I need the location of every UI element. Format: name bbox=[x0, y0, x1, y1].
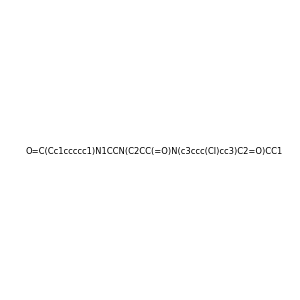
Text: O=C(Cc1ccccc1)N1CCN(C2CC(=O)N(c3ccc(Cl)cc3)C2=O)CC1: O=C(Cc1ccccc1)N1CCN(C2CC(=O)N(c3ccc(Cl)c… bbox=[25, 147, 282, 156]
